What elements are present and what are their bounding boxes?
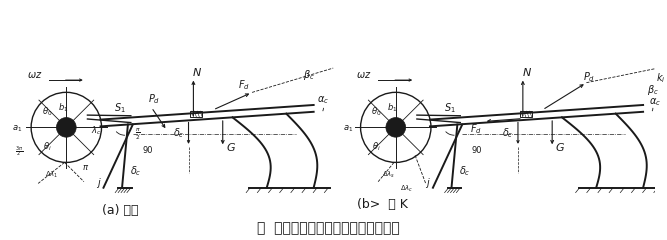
Text: $\delta_c$: $\delta_c$ <box>460 164 471 178</box>
Text: $\frac{3\pi}{2}$: $\frac{3\pi}{2}$ <box>15 145 23 159</box>
Text: $\theta_0$: $\theta_0$ <box>42 105 52 118</box>
Text: 图  转化振动装置及物件受力分析简图: 图 转化振动装置及物件受力分析简图 <box>257 222 400 236</box>
Text: $k_i$: $k_i$ <box>656 71 666 85</box>
Text: $\beta_c$: $\beta_c$ <box>647 83 659 97</box>
Text: $\Delta\lambda_s$: $\Delta\lambda_s$ <box>382 170 396 180</box>
Text: $G$: $G$ <box>225 141 235 153</box>
Text: $\omega z$: $\omega z$ <box>356 70 372 80</box>
Text: $S_1$: $S_1$ <box>114 101 126 115</box>
Text: $\frac{\pi}{2}$: $\frac{\pi}{2}$ <box>135 127 141 142</box>
Text: $\alpha_c$: $\alpha_c$ <box>317 94 329 106</box>
Text: $j$: $j$ <box>425 176 431 190</box>
Text: 90: 90 <box>142 146 153 155</box>
Text: $a_1$: $a_1$ <box>343 124 354 134</box>
Bar <box>191 111 202 117</box>
Text: $\beta_c$: $\beta_c$ <box>303 68 315 82</box>
Circle shape <box>386 118 406 137</box>
Text: $\theta_i$: $\theta_i$ <box>43 140 51 153</box>
Text: $\theta_i$: $\theta_i$ <box>372 140 381 153</box>
Bar <box>520 111 532 117</box>
Text: $\delta_c$: $\delta_c$ <box>502 126 514 140</box>
Text: $F_d$: $F_d$ <box>238 78 250 91</box>
Text: $\delta_c$: $\delta_c$ <box>130 164 141 178</box>
Text: $a_1$: $a_1$ <box>12 124 22 134</box>
Text: 90: 90 <box>472 146 482 155</box>
Text: $\lambda_c$: $\lambda_c$ <box>91 125 101 137</box>
Text: $b_1$: $b_1$ <box>387 102 398 114</box>
Text: (a) 着落: (a) 着落 <box>102 204 138 217</box>
Text: $P_d$: $P_d$ <box>148 93 160 106</box>
Text: $F_d$: $F_d$ <box>470 122 482 136</box>
Text: $\delta_c$: $\delta_c$ <box>173 126 185 140</box>
Text: $S_1$: $S_1$ <box>444 101 456 115</box>
Text: $\Delta\lambda_c$: $\Delta\lambda_c$ <box>400 184 413 194</box>
Text: $\pi$: $\pi$ <box>82 163 89 172</box>
Text: $\omega z$: $\omega z$ <box>27 70 43 80</box>
Text: $\Delta\lambda_1$: $\Delta\lambda_1$ <box>45 170 59 180</box>
Text: $j$: $j$ <box>95 176 101 190</box>
Text: $G$: $G$ <box>555 141 565 153</box>
Text: $\theta_0$: $\theta_0$ <box>372 105 382 118</box>
Text: $\alpha_c$: $\alpha_c$ <box>649 96 661 108</box>
Text: $b_1$: $b_1$ <box>57 102 68 114</box>
Circle shape <box>57 118 76 137</box>
Text: $P_d$: $P_d$ <box>583 70 596 84</box>
Text: $N$: $N$ <box>522 66 532 78</box>
Text: $N$: $N$ <box>192 66 202 78</box>
Text: (b>  起 K: (b> 起 K <box>357 198 408 211</box>
